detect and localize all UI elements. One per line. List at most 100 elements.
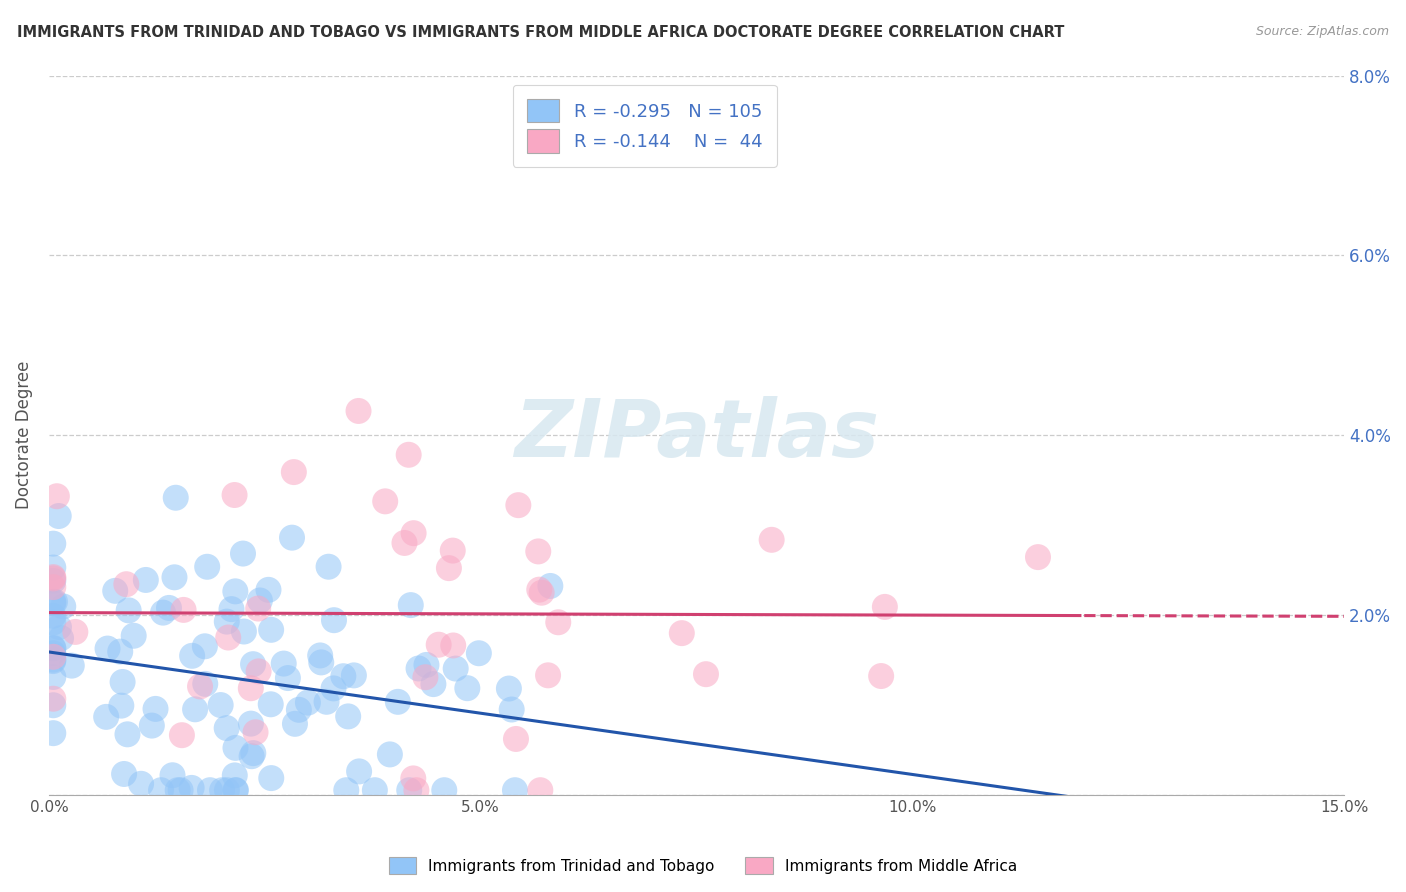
Point	[42, 640, 65, 655]
Point	[284, 716, 307, 731]
Point	[166, 783, 188, 797]
Point	[194, 677, 217, 691]
Point	[42, 536, 65, 550]
Point	[42, 560, 65, 574]
Point	[42, 641, 65, 656]
Point	[163, 570, 186, 584]
Point	[152, 606, 174, 620]
Point	[761, 533, 783, 547]
Point	[115, 577, 138, 591]
Point	[405, 783, 427, 797]
Legend: R = -0.295   N = 105, R = -0.144    N =  44: R = -0.295 N = 105, R = -0.144 N = 44	[513, 85, 778, 167]
Point	[399, 598, 422, 612]
Point	[415, 657, 437, 672]
Point	[60, 658, 83, 673]
Point	[529, 783, 551, 797]
Point	[165, 491, 187, 505]
Point	[198, 783, 221, 797]
Point	[343, 668, 366, 682]
Point	[364, 783, 387, 797]
Point	[111, 675, 134, 690]
Point	[42, 653, 65, 667]
Point	[239, 681, 262, 696]
Point	[42, 570, 65, 584]
Point	[260, 698, 283, 712]
Point	[157, 601, 180, 615]
Point	[225, 783, 247, 797]
Point	[48, 620, 70, 634]
Point	[335, 783, 357, 797]
Point	[232, 547, 254, 561]
Point	[224, 783, 246, 797]
Point	[42, 649, 65, 664]
Point	[42, 698, 65, 713]
Point	[224, 584, 246, 599]
Point	[42, 646, 65, 660]
Point	[42, 691, 65, 706]
Point	[215, 615, 238, 629]
Point	[547, 615, 569, 630]
Point	[273, 657, 295, 671]
Point	[332, 669, 354, 683]
Point	[402, 772, 425, 786]
Point	[112, 767, 135, 781]
Point	[44, 595, 66, 609]
Point	[288, 703, 311, 717]
Point	[281, 531, 304, 545]
Point	[671, 626, 693, 640]
Point	[322, 681, 344, 696]
Point	[323, 613, 346, 627]
Point	[315, 695, 337, 709]
Point	[42, 594, 65, 608]
Point	[537, 668, 560, 682]
Point	[441, 543, 464, 558]
Point	[347, 404, 370, 418]
Text: Source: ZipAtlas.com: Source: ZipAtlas.com	[1256, 25, 1389, 38]
Point	[110, 698, 132, 713]
Point	[184, 702, 207, 716]
Point	[1026, 550, 1049, 565]
Point	[42, 571, 65, 585]
Point	[408, 661, 430, 675]
Point	[505, 731, 527, 746]
Point	[45, 489, 67, 503]
Point	[224, 740, 246, 755]
Point	[162, 768, 184, 782]
Point	[52, 599, 75, 614]
Point	[173, 603, 195, 617]
Point	[277, 671, 299, 685]
Text: ZIPatlas: ZIPatlas	[515, 396, 879, 475]
Point	[247, 665, 270, 679]
Point	[42, 580, 65, 594]
Point	[42, 574, 65, 588]
Point	[96, 710, 118, 724]
Point	[239, 716, 262, 731]
Point	[242, 746, 264, 760]
Point	[141, 718, 163, 732]
Point	[402, 526, 425, 541]
Point	[437, 561, 460, 575]
Point	[257, 582, 280, 597]
Point	[873, 599, 896, 614]
Point	[247, 601, 270, 615]
Legend: Immigrants from Trinidad and Tobago, Immigrants from Middle Africa: Immigrants from Trinidad and Tobago, Imm…	[382, 851, 1024, 880]
Point	[240, 749, 263, 764]
Point	[249, 593, 271, 607]
Point	[180, 780, 202, 795]
Point	[104, 583, 127, 598]
Point	[422, 677, 444, 691]
Point	[150, 783, 173, 797]
Point	[48, 509, 70, 524]
Point	[318, 559, 340, 574]
Point	[394, 536, 416, 550]
Point	[309, 648, 332, 663]
Point	[194, 640, 217, 654]
Point	[498, 681, 520, 696]
Point	[387, 695, 409, 709]
Y-axis label: Doctorate Degree: Doctorate Degree	[15, 361, 32, 509]
Point	[42, 596, 65, 610]
Point	[211, 783, 233, 797]
Point	[456, 681, 478, 696]
Point	[221, 602, 243, 616]
Point	[870, 669, 893, 683]
